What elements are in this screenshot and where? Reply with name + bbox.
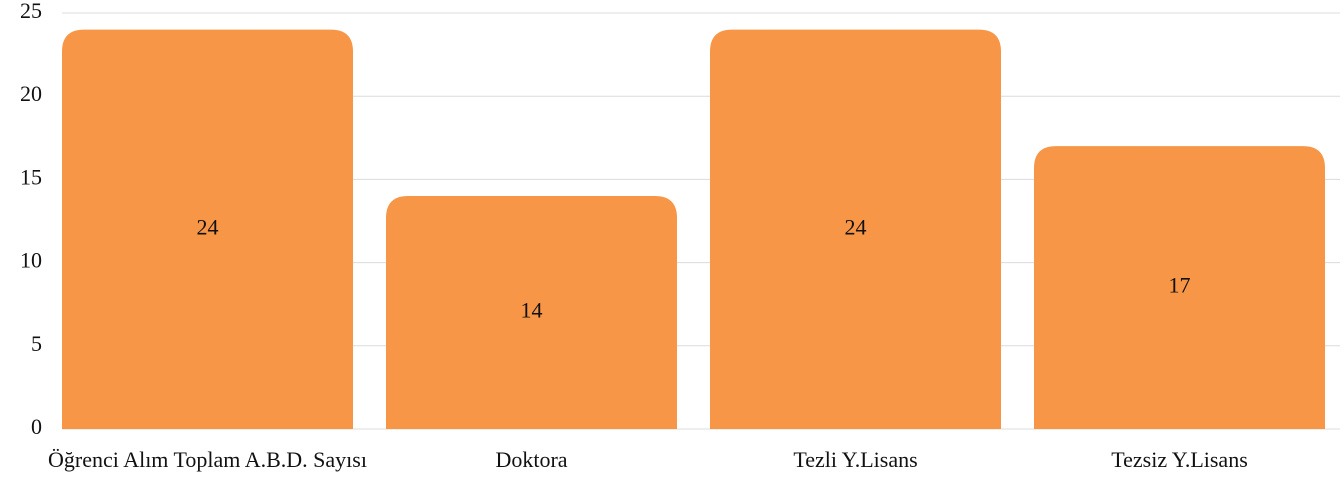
y-tick-label: 10 [20, 248, 42, 273]
y-tick-label: 5 [31, 331, 42, 356]
data-label: 17 [1169, 273, 1191, 298]
bar [62, 29, 353, 429]
x-tick-label: Doktora [495, 447, 567, 472]
y-tick-label: 15 [20, 164, 42, 189]
bar [386, 196, 677, 429]
data-label: 14 [521, 298, 543, 323]
x-tick-label: Tezsiz Y.Lisans [1111, 447, 1248, 472]
data-label: 24 [845, 214, 867, 239]
y-tick-label: 20 [20, 81, 42, 106]
bar [710, 29, 1001, 429]
y-tick-label: 0 [31, 414, 42, 439]
x-tick-label: Öğrenci Alım Toplam A.B.D. Sayısı [48, 447, 367, 472]
bar [1034, 146, 1325, 429]
y-tick-label: 25 [20, 0, 42, 23]
x-tick-label: Tezli Y.Lisans [793, 447, 917, 472]
data-label: 24 [197, 214, 219, 239]
